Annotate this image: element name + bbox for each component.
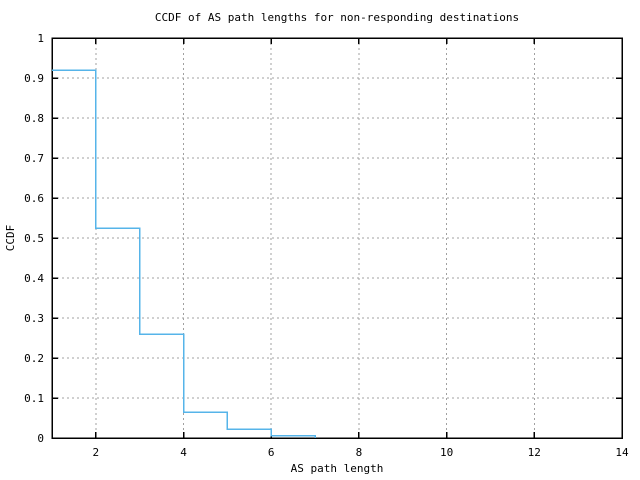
chart-title: CCDF of AS path lengths for non-respondi… (155, 11, 519, 24)
x-tick-label: 6 (268, 446, 275, 459)
x-tick-label: 10 (440, 446, 453, 459)
y-tick-label: 0.2 (24, 352, 44, 365)
y-axis-label: CCDF (4, 225, 17, 252)
tick-label-layer: 2 4 6 8 10 12 14 0 0.1 0.2 0.3 0.4 0.5 0.6 0.7 0.8 0.9 1 (24, 32, 629, 459)
y-tick-label: 0.5 (24, 232, 44, 245)
ccdf-step-line (52, 69, 316, 438)
y-tick-label: 1 (37, 32, 44, 45)
y-tick-label: 0.9 (24, 72, 44, 85)
y-tick-label: 0.1 (24, 392, 44, 405)
x-axis-label: AS path length (291, 462, 384, 475)
y-tick-label: 0.8 (24, 112, 44, 125)
x-tick-label: 12 (528, 446, 541, 459)
x-tick-label: 8 (356, 446, 363, 459)
grid-layer (52, 38, 622, 438)
y-tick-label: 0.6 (24, 192, 44, 205)
x-tick-label: 14 (615, 446, 629, 459)
plot-frame (51, 37, 623, 439)
y-tick-label: 0 (37, 432, 44, 445)
y-tick-label: 0.7 (24, 152, 44, 165)
x-tick-label: 4 (180, 446, 187, 459)
x-tick-label: 2 (93, 446, 100, 459)
y-tick-label: 0.3 (24, 312, 44, 325)
y-tick-label: 0.4 (24, 272, 44, 285)
